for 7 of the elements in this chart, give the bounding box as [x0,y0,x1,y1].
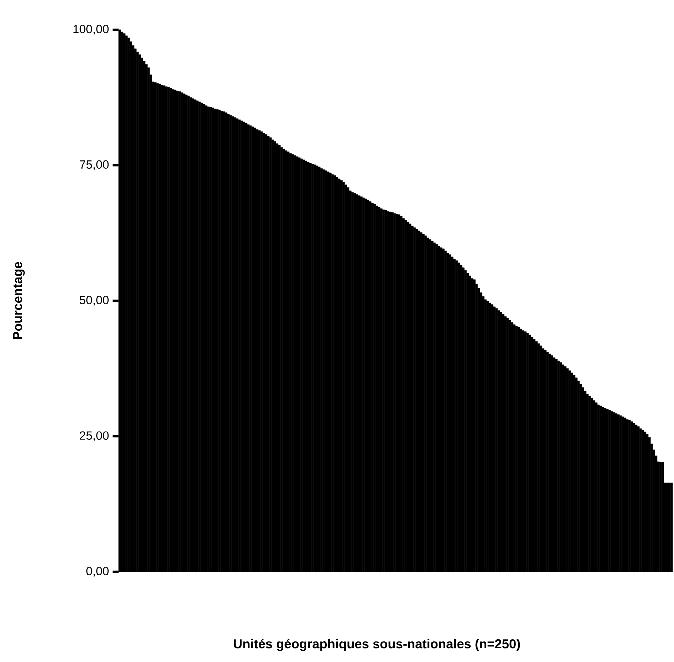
y-tick-label: 100,00 [74,25,109,35]
y-tick-label: 50,00 [80,296,109,306]
y-tick-label: 75,00 [80,160,109,170]
y-tick-label: 25,00 [80,432,109,442]
y-axis-title: Pourcentage [13,262,26,340]
x-axis-title: Unités géographiques sous-nationales (n=250) [234,639,520,652]
y-tick-label: 0,00 [86,567,109,577]
